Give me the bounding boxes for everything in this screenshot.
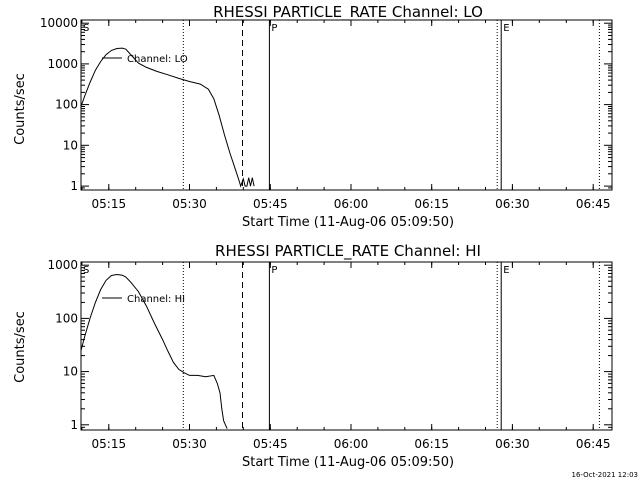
event-label-s: S [83, 23, 89, 34]
x-axis-label-lo: Start Time (11-Aug-06 05:09:50) [242, 215, 454, 230]
y-axis-label-hi: Counts/sec [13, 311, 28, 383]
legend-label-hi: Channel: HI [127, 294, 185, 305]
x-tick-label: 05:30 [172, 437, 207, 451]
x-tick-label: 06:00 [334, 437, 369, 451]
x-tick-label: 06:15 [414, 197, 449, 211]
footer-timestamp: 16-Oct-2021 12:03 [572, 471, 638, 479]
y-tick-label: 100 [55, 98, 78, 112]
chart-title-hi: RHESSI PARTICLE_RATE Channel: HI [215, 242, 481, 261]
x-tick-label: 06:45 [576, 197, 611, 211]
x-tick-label: 06:00 [334, 197, 369, 211]
series-line [80, 47, 255, 188]
event-label-p: P [271, 265, 277, 276]
x-tick-label: 06:15 [414, 437, 449, 451]
legend-label-lo: Channel: LO [127, 54, 188, 65]
chart-title-lo: RHESSI PARTICLE_RATE Channel: LO [213, 3, 483, 22]
y-tick-label: 10 [63, 365, 78, 379]
x-tick-label: 05:15 [92, 197, 127, 211]
y-tick-label: 100 [55, 311, 78, 325]
y-tick-label: 1 [70, 418, 78, 432]
x-tick-label: 05:45 [253, 437, 288, 451]
x-tick-label: 06:30 [495, 437, 530, 451]
x-tick-label: 05:45 [253, 197, 288, 211]
x-tick-label: 05:15 [92, 437, 127, 451]
x-tick-label: 06:45 [576, 437, 611, 451]
event-label-s: S [83, 265, 89, 276]
y-tick-label: 10 [63, 138, 78, 152]
y-tick-label: 1000 [47, 57, 78, 71]
chart-panel-lo: RHESSI PARTICLE_RATE Channel: LO Start T… [13, 3, 613, 230]
x-tick-label: 05:30 [172, 197, 207, 211]
event-label-e: E [503, 265, 509, 276]
event-label-e: E [503, 23, 509, 34]
event-label-p: P [271, 23, 277, 34]
y-tick-label: 10000 [40, 16, 78, 30]
x-tick-label: 06:30 [495, 197, 530, 211]
chart-panel-hi: RHESSI PARTICLE_RATE Channel: HI Start T… [13, 242, 613, 470]
series-line [80, 273, 228, 429]
x-axis-label-hi: Start Time (11-Aug-06 05:09:50) [242, 455, 454, 470]
y-tick-label: 1000 [47, 258, 78, 272]
y-axis-label-lo: Counts/sec [13, 73, 28, 145]
y-tick-label: 1 [70, 179, 78, 193]
